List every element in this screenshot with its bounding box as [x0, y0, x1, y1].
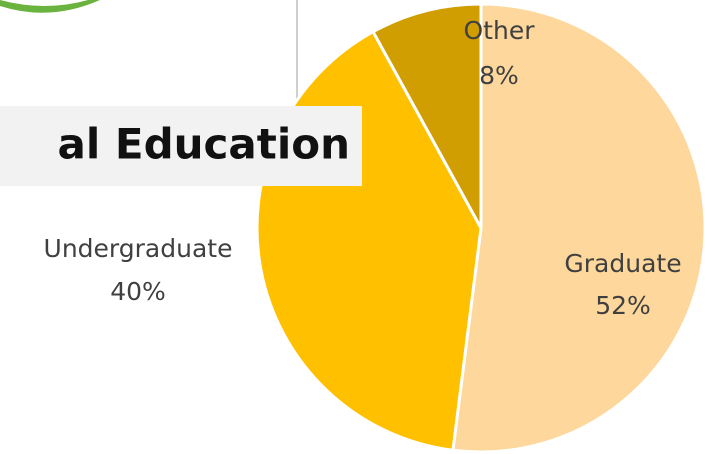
category-label: Undergraduate [44, 234, 233, 263]
value-label: 52% [595, 291, 651, 320]
title-box [0, 106, 362, 186]
pie-slice [371, 2, 483, 229]
value-label: 8% [479, 61, 519, 90]
chart-title: al Education [58, 120, 350, 169]
decorative-arc [0, 0, 100, 13]
pie-slice [451, 2, 707, 454]
category-label: Other [464, 16, 536, 45]
value-label: 40% [110, 277, 166, 306]
category-label: Graduate [564, 249, 681, 278]
labels: Graduate 52% Undergraduate 40% Other 8% [44, 16, 682, 320]
